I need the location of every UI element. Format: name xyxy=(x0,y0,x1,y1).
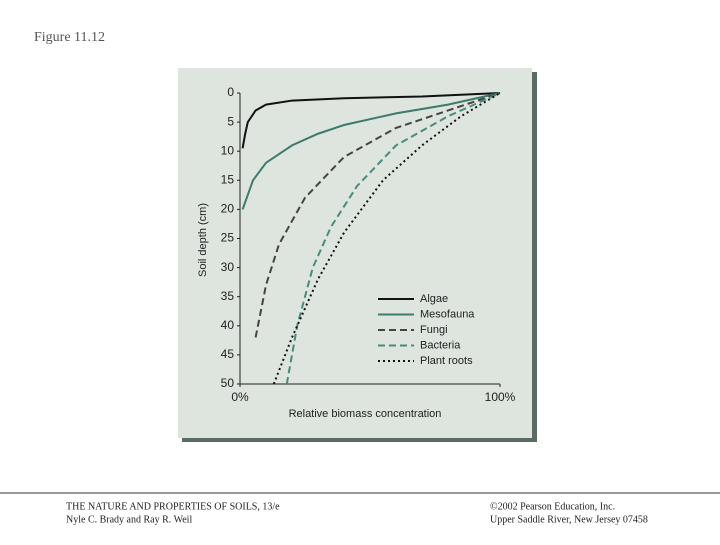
series-line xyxy=(241,92,501,149)
y-tick-label: 15 xyxy=(221,172,235,186)
x-tick-label: 100% xyxy=(485,390,516,404)
legend-label: Fungi xyxy=(420,324,448,336)
y-tick-label: 35 xyxy=(221,289,235,303)
series-line xyxy=(241,92,501,210)
y-tick-label: 5 xyxy=(227,114,234,128)
series-line xyxy=(254,92,501,338)
footer-left: THE NATURE AND PROPERTIES OF SOILS, 13/e xyxy=(66,501,280,512)
footer-right: Upper Saddle River, New Jersey 07458 xyxy=(490,514,648,525)
panel xyxy=(178,68,532,438)
slide-title: Figure 11.12 xyxy=(34,30,105,45)
legend-label: Algae xyxy=(420,293,448,305)
series-line xyxy=(285,92,501,385)
y-tick-label: 25 xyxy=(221,231,235,245)
legend-label: Bacteria xyxy=(420,339,461,351)
y-tick-label: 40 xyxy=(221,318,235,332)
y-tick-label: 50 xyxy=(221,376,235,390)
y-tick-label: 45 xyxy=(221,347,235,361)
legend-label: Mesofauna xyxy=(420,308,475,320)
legend-label: Plant roots xyxy=(420,355,473,367)
y-tick-label: 30 xyxy=(221,260,235,274)
y-tick-label: 20 xyxy=(221,202,235,216)
footer-right: ©2002 Pearson Education, Inc. xyxy=(490,501,615,512)
y-axis-label: Soil depth (cm) xyxy=(197,203,209,277)
x-axis-label: Relative biomass concentration xyxy=(289,408,442,420)
y-tick-label: 10 xyxy=(221,143,235,157)
series-line xyxy=(272,92,501,385)
x-tick-label: 0% xyxy=(231,390,249,404)
footer-left: Nyle C. Brady and Ray R. Weil xyxy=(66,514,192,525)
y-tick-label: 0 xyxy=(227,85,234,99)
